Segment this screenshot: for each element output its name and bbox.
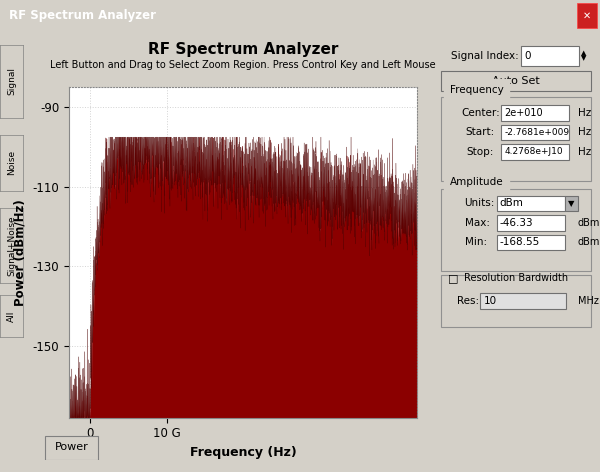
Text: dBm: dBm <box>578 218 600 228</box>
FancyBboxPatch shape <box>442 275 590 327</box>
Text: RF Spectrum Analyzer: RF Spectrum Analyzer <box>9 9 156 22</box>
FancyBboxPatch shape <box>442 189 590 271</box>
Text: Max:: Max: <box>465 218 490 228</box>
Text: Frequency: Frequency <box>449 84 503 94</box>
Text: dBm: dBm <box>578 237 600 247</box>
Text: ▲
▼: ▲ ▼ <box>581 51 587 61</box>
Text: Noise: Noise <box>7 150 16 176</box>
Text: 2e+010: 2e+010 <box>505 108 543 118</box>
Text: Hz: Hz <box>578 147 591 157</box>
Y-axis label: Power (dBm/Hz): Power (dBm/Hz) <box>14 199 27 306</box>
FancyBboxPatch shape <box>481 293 566 309</box>
Text: dBm: dBm <box>500 198 524 209</box>
Text: Hz: Hz <box>578 127 591 137</box>
Text: Units:: Units: <box>464 198 495 209</box>
X-axis label: Frequency (Hz): Frequency (Hz) <box>190 446 296 459</box>
FancyBboxPatch shape <box>497 235 565 250</box>
Text: Left Button and Drag to Select Zoom Region. Press Control Key and Left Mouse: Left Button and Drag to Select Zoom Regi… <box>50 60 436 70</box>
Text: All: All <box>7 311 16 322</box>
Text: Power: Power <box>55 442 88 452</box>
FancyBboxPatch shape <box>502 144 569 160</box>
FancyBboxPatch shape <box>577 3 597 27</box>
Text: Signal: Signal <box>7 67 16 95</box>
FancyBboxPatch shape <box>497 196 565 211</box>
Text: Signal+Noise: Signal+Noise <box>7 215 16 276</box>
Text: Resolution Bardwidth: Resolution Bardwidth <box>464 273 568 283</box>
Text: 4.2768e+J10: 4.2768e+J10 <box>505 147 563 156</box>
FancyBboxPatch shape <box>497 215 565 231</box>
Text: Center:: Center: <box>461 108 500 118</box>
Text: ▼: ▼ <box>568 199 574 208</box>
Text: Res:: Res: <box>457 296 479 306</box>
Text: 10: 10 <box>484 296 497 306</box>
FancyBboxPatch shape <box>502 105 569 121</box>
Text: MHz: MHz <box>578 296 598 306</box>
Text: Amplitude: Amplitude <box>449 177 503 187</box>
Text: Signal Index:: Signal Index: <box>451 51 519 60</box>
FancyBboxPatch shape <box>442 71 590 91</box>
Text: ✕: ✕ <box>583 10 591 20</box>
Text: Auto Set: Auto Set <box>492 76 540 86</box>
Text: 0: 0 <box>524 51 530 61</box>
Text: -168.55: -168.55 <box>500 237 540 247</box>
Text: -2.7681e+009: -2.7681e+009 <box>505 128 570 137</box>
FancyBboxPatch shape <box>442 97 590 181</box>
FancyBboxPatch shape <box>44 436 98 460</box>
FancyBboxPatch shape <box>502 125 569 140</box>
FancyBboxPatch shape <box>565 196 578 211</box>
FancyBboxPatch shape <box>521 46 579 66</box>
Text: Min:: Min: <box>465 237 487 247</box>
Text: Hz: Hz <box>578 108 591 118</box>
Text: Stop:: Stop: <box>466 147 493 157</box>
Text: □: □ <box>448 273 458 283</box>
Text: -46.33: -46.33 <box>500 218 533 228</box>
Text: RF Spectrum Analyzer: RF Spectrum Analyzer <box>148 42 338 57</box>
Text: Start:: Start: <box>466 127 495 137</box>
